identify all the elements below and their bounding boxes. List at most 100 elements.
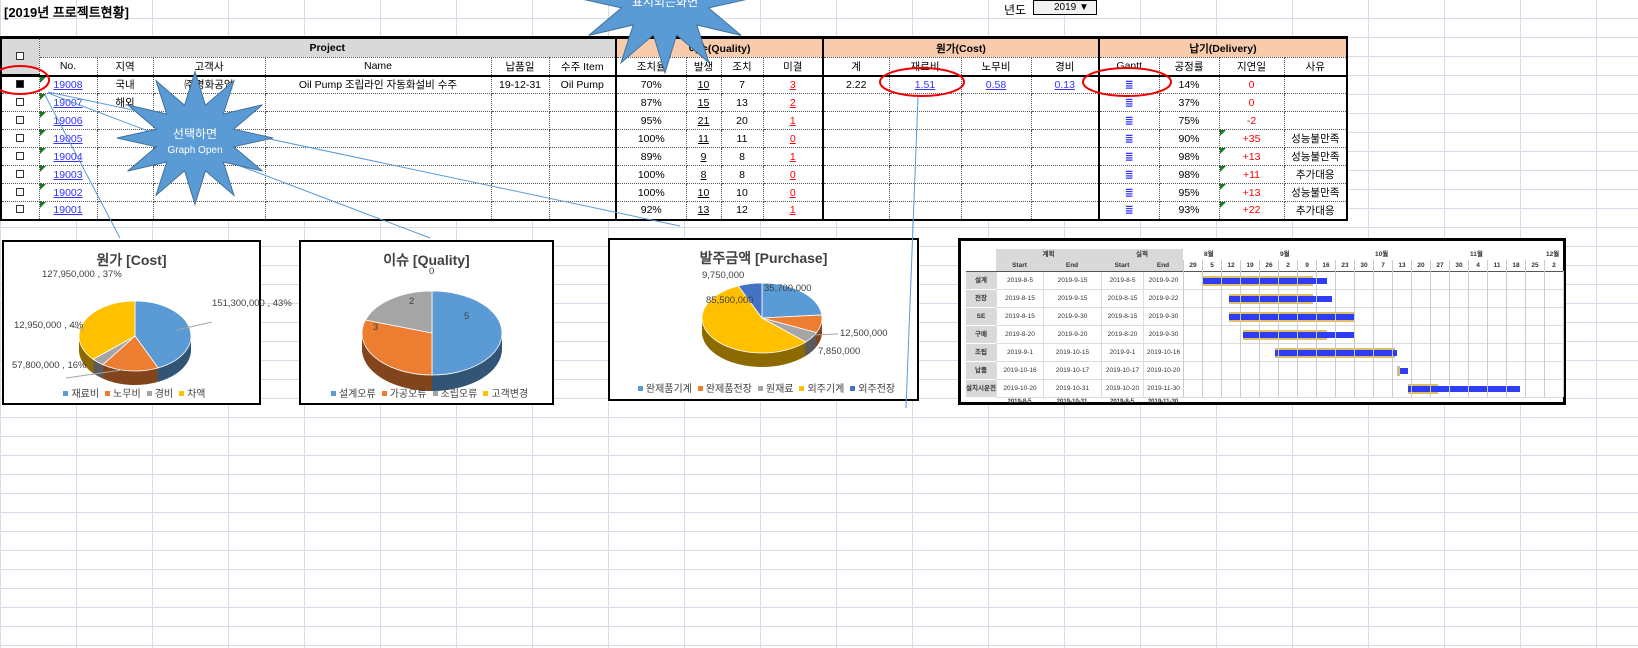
- year-dropdown[interactable]: 2019 ▼: [1033, 0, 1097, 15]
- cell-progress: 95%: [1158, 183, 1220, 202]
- cell-occur-value[interactable]: 11: [698, 132, 709, 145]
- cell-item-value: Oil Pump: [560, 78, 604, 91]
- gantt-chart[interactable]: 계획 실적 Start End Start End 8월 9월 10월 11월 12월 29 5 12 19…: [958, 238, 1566, 405]
- cell-open-value[interactable]: 0: [789, 132, 796, 145]
- cell-no-value[interactable]: 19004: [53, 150, 83, 163]
- checkbox[interactable]: [16, 80, 25, 88]
- row-checkbox[interactable]: [0, 165, 40, 184]
- cell-no-value[interactable]: 19008: [53, 78, 83, 91]
- cell-gantt[interactable]: ≣: [1098, 201, 1160, 221]
- column-header[interactable]: 조치: [720, 57, 764, 77]
- week-label: 30: [1354, 260, 1373, 271]
- cell-no-value[interactable]: 19003: [53, 168, 83, 181]
- total-date: 2019-8-5: [1007, 399, 1032, 405]
- checkbox[interactable]: [16, 187, 25, 196]
- column-header[interactable]: 수주 Item: [548, 57, 617, 77]
- row-checkbox[interactable]: [0, 183, 40, 202]
- column-header[interactable]: 미결: [762, 57, 824, 77]
- cell-item: [548, 201, 617, 221]
- gantt-list-icon[interactable]: ≣: [1124, 114, 1134, 127]
- cell-delay: 0: [1218, 93, 1285, 112]
- legend-label: 가공오류: [389, 389, 427, 400]
- task-name: 조립: [966, 344, 996, 362]
- gantt-list-icon[interactable]: ≣: [1124, 132, 1134, 145]
- cell-open-value[interactable]: 2: [789, 96, 796, 109]
- checkbox[interactable]: [16, 133, 25, 142]
- column-header[interactable]: 납품일: [490, 57, 550, 77]
- cell-no-value[interactable]: 19006: [53, 114, 83, 127]
- checkbox[interactable]: [16, 151, 25, 160]
- week-label: 30: [1449, 260, 1468, 271]
- cell-material-value[interactable]: 1.51: [914, 78, 936, 91]
- checkbox[interactable]: [16, 115, 25, 124]
- purchase-chart[interactable]: 발주금액 [Purchase] 35,700,000 12,500,000 7,…: [608, 238, 919, 401]
- column-header[interactable]: 노무비: [960, 57, 1032, 77]
- cell-occur-value[interactable]: 9: [700, 150, 707, 163]
- column-header[interactable]: 재료비: [888, 57, 962, 77]
- gantt-list-icon[interactable]: ≣: [1124, 186, 1134, 199]
- gantt-list-icon[interactable]: ≣: [1124, 78, 1134, 91]
- row-checkbox[interactable]: [0, 75, 40, 94]
- row-checkbox[interactable]: [0, 201, 40, 221]
- gantt-list-icon[interactable]: ≣: [1124, 204, 1134, 217]
- cell-occur-value[interactable]: 10: [697, 186, 710, 199]
- cell-gantt[interactable]: ≣: [1098, 165, 1160, 184]
- row-checkbox[interactable]: [0, 129, 40, 148]
- callout-text: Graph Open: [167, 145, 223, 156]
- cell-reason-value: 추가대응: [1295, 169, 1335, 181]
- cell-open-value[interactable]: 1: [789, 150, 796, 163]
- cell-gantt[interactable]: ≣: [1098, 75, 1160, 94]
- row-checkbox[interactable]: [0, 111, 40, 130]
- checkbox[interactable]: [16, 205, 25, 214]
- cell-gantt[interactable]: ≣: [1098, 183, 1160, 202]
- cell-open-value[interactable]: 1: [789, 114, 796, 127]
- checkbox[interactable]: [16, 169, 25, 178]
- cell-progress: 98%: [1158, 165, 1220, 184]
- column-header[interactable]: 지역: [96, 57, 154, 77]
- row-checkbox[interactable]: [0, 147, 40, 166]
- cell-open-value[interactable]: 0: [789, 168, 796, 181]
- cell-no-value[interactable]: 19005: [53, 132, 83, 145]
- cell-expense-value[interactable]: 0.13: [1054, 78, 1075, 91]
- cell-no-value[interactable]: 19002: [53, 186, 83, 199]
- cell-no-value[interactable]: 19007: [53, 96, 83, 109]
- cell-occur-value[interactable]: 15: [697, 96, 710, 109]
- gantt-list-icon[interactable]: ≣: [1124, 168, 1134, 181]
- column-header[interactable]: 계: [822, 57, 890, 77]
- gantt-list-icon[interactable]: ≣: [1124, 96, 1134, 109]
- cell-gantt[interactable]: ≣: [1098, 93, 1160, 112]
- cell-gantt[interactable]: ≣: [1098, 147, 1160, 166]
- column-header[interactable]: No.: [38, 57, 98, 77]
- quality-chart[interactable]: 이슈 [Quality] 5 3 2 0 설계오류 가공오류 조립오류 고객변경: [299, 240, 554, 405]
- cell-labor-value[interactable]: 0.58: [985, 78, 1007, 91]
- date-col-header: Start: [1101, 260, 1143, 271]
- column-header[interactable]: 발생: [685, 57, 722, 77]
- checkbox[interactable]: [16, 97, 25, 106]
- cell-no-value[interactable]: 19001: [53, 204, 83, 217]
- column-header[interactable]: Name: [264, 57, 492, 77]
- cell-open-value[interactable]: 0: [789, 186, 796, 199]
- cell-occur-value[interactable]: 13: [697, 204, 710, 217]
- pie-slice: [134, 300, 192, 369]
- column-header[interactable]: 조치율: [615, 57, 687, 77]
- column-header[interactable]: Gantt: [1098, 57, 1160, 77]
- cell-gantt[interactable]: ≣: [1098, 111, 1160, 130]
- column-header[interactable]: 고객사: [152, 57, 266, 77]
- row-checkbox[interactable]: [0, 93, 40, 112]
- cell-open-value[interactable]: 1: [789, 204, 796, 217]
- task-as: 2019-10-20: [1101, 380, 1143, 398]
- cell-occur-value[interactable]: 8: [700, 168, 707, 181]
- cell-progress-value: 37%: [1178, 96, 1200, 109]
- column-header[interactable]: 경비: [1030, 57, 1100, 77]
- column-header[interactable]: 지연일: [1218, 57, 1285, 77]
- cell-progress: 98%: [1158, 147, 1220, 166]
- column-header[interactable]: 사유: [1283, 57, 1348, 77]
- select-all-checkbox[interactable]: [0, 36, 40, 77]
- cell-occur-value[interactable]: 21: [697, 114, 710, 127]
- gantt-list-icon[interactable]: ≣: [1124, 150, 1134, 163]
- column-header[interactable]: 공정률: [1158, 57, 1220, 77]
- cost-chart[interactable]: 원가 [Cost] 151,300,000 , 43% 57,800,000 ,…: [2, 240, 292, 405]
- cell-occur-value[interactable]: 10: [697, 78, 710, 91]
- cell-gantt[interactable]: ≣: [1098, 129, 1160, 148]
- cell-open-value[interactable]: 3: [789, 78, 796, 91]
